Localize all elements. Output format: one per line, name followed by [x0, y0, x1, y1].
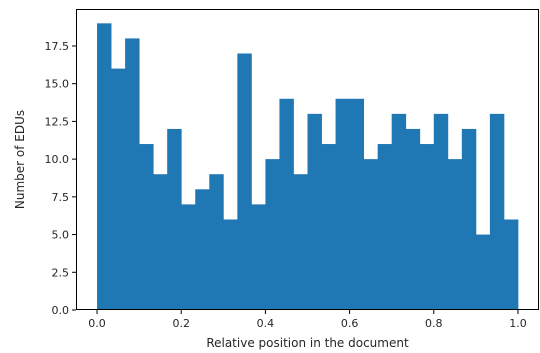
- histogram-bar: [223, 219, 238, 310]
- histogram-bar: [293, 174, 308, 310]
- histogram-bar: [503, 219, 519, 310]
- histogram-bar: [111, 68, 126, 310]
- histogram-bar: [405, 128, 421, 310]
- plot-frame: [76, 9, 539, 310]
- histogram-bar: [307, 113, 322, 310]
- y-axis-label: Number of EDUs: [13, 110, 27, 209]
- histogram-bar: [265, 159, 280, 310]
- histogram-bar: [167, 128, 182, 310]
- histogram-bar: [475, 234, 491, 310]
- y-axis-ticks: 0.0 2.5 5.0 7.5 10.0 12.5 15.0 17.5: [45, 40, 76, 317]
- histogram-bar: [195, 189, 210, 310]
- y-tick-label: 15.0: [45, 78, 70, 91]
- x-tick-label: 0.4: [257, 317, 275, 330]
- y-tick-label: 0.0: [52, 304, 70, 317]
- x-tick-label: 0.8: [425, 317, 443, 330]
- histogram-bar: [433, 113, 449, 310]
- x-tick-label: 1.0: [509, 317, 527, 330]
- histogram-bar: [209, 174, 224, 310]
- x-tick-label: 0.2: [172, 317, 190, 330]
- histogram-bar: [363, 159, 379, 310]
- histogram-bar: [489, 113, 505, 310]
- y-tick-label: 12.5: [45, 115, 70, 128]
- y-tick-label: 17.5: [45, 40, 70, 53]
- histogram-bar: [419, 144, 435, 310]
- histogram-bar: [181, 204, 196, 310]
- histogram-bar: [461, 128, 477, 310]
- x-axis-ticks: 0.0 0.2 0.4 0.6 0.8 1.0: [88, 310, 527, 330]
- bars-group: [97, 23, 519, 310]
- x-axis-label: Relative position in the document: [206, 336, 409, 350]
- x-tick-label: 0.0: [88, 317, 106, 330]
- histogram-bar: [251, 204, 266, 310]
- histogram-bar: [321, 144, 336, 310]
- histogram-bar: [377, 144, 393, 310]
- y-tick-label: 10.0: [45, 153, 70, 166]
- y-tick-label: 2.5: [52, 266, 70, 279]
- histogram-bar: [125, 38, 140, 310]
- y-tick-label: 7.5: [52, 191, 70, 204]
- histogram-bar: [349, 98, 365, 310]
- histogram-bar: [139, 144, 154, 310]
- histogram-bar: [447, 159, 463, 310]
- histogram-bar: [391, 113, 407, 310]
- x-tick-label: 0.6: [341, 317, 359, 330]
- histogram-bar: [237, 53, 252, 310]
- histogram-bar: [335, 98, 350, 310]
- histogram-bar: [279, 98, 294, 310]
- histogram-bar: [97, 23, 112, 310]
- y-tick-label: 5.0: [52, 229, 70, 242]
- histogram-bar: [153, 174, 168, 310]
